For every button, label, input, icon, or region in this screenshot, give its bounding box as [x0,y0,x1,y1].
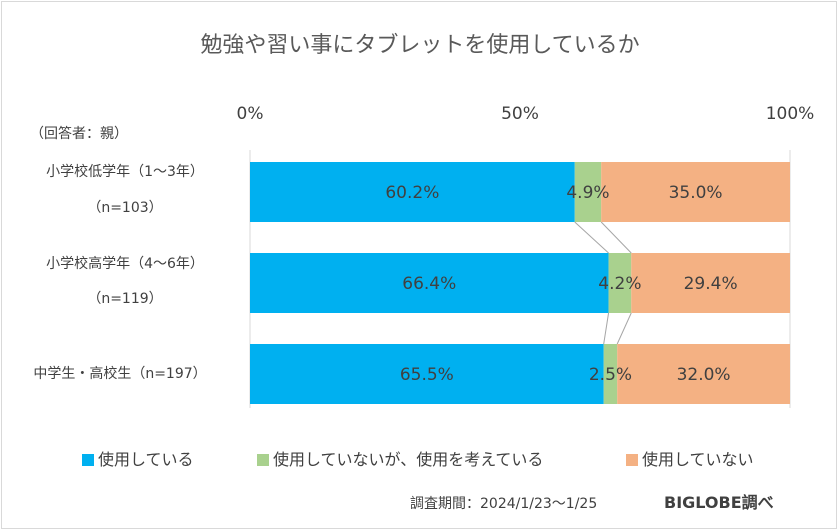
legend-label: 使用している [98,450,194,469]
series-line [600,221,632,254]
bar-segment [617,344,790,404]
data-label: 60.2% [385,183,439,203]
series-line [616,312,632,345]
category-label: 小学校高学年（4～6年） [46,255,204,272]
respondent-note: （回答者：親） [30,125,128,142]
chart-title: 勉強や習い事にタブレットを使用しているか [200,33,639,58]
data-label: 29.4% [684,274,738,294]
bar-segment [574,162,602,222]
bar-segment [601,162,790,222]
bar-segment [603,344,618,404]
legend-swatch [626,454,638,466]
series-line [574,221,609,254]
category-label: （n=119） [87,291,162,307]
x-tick-label: 0% [237,104,264,124]
x-tick-label: 50% [501,104,539,124]
category-label: 小学校低学年（1～3年） [46,163,204,180]
bar-segment [250,253,609,313]
legend-label: 使用していない [642,450,754,469]
category-label: 中学生・高校生（n=197） [33,365,206,382]
bar-segment [631,253,790,313]
data-label: 2.5% [589,365,632,385]
data-label: 35.0% [669,183,723,203]
series-line [603,312,610,345]
bar-segment [608,253,632,313]
legend-label: 使用していないが、使用を考えている [273,450,543,469]
bar-segment [250,162,575,222]
legend-swatch [257,454,269,466]
data-label: 65.5% [400,365,454,385]
brand-credit: BIGLOBE調べ [664,493,774,512]
bar-segment [250,344,604,404]
data-label: 4.9% [566,183,609,203]
survey-period: 調査期間：2024/1/23～1/25 [410,496,597,512]
category-label: （n=103） [87,200,162,216]
data-label: 66.4% [402,274,456,294]
legend-swatch [82,454,94,466]
x-tick-label: 100% [766,104,815,124]
data-label: 4.2% [598,274,641,294]
data-label: 32.0% [677,365,731,385]
